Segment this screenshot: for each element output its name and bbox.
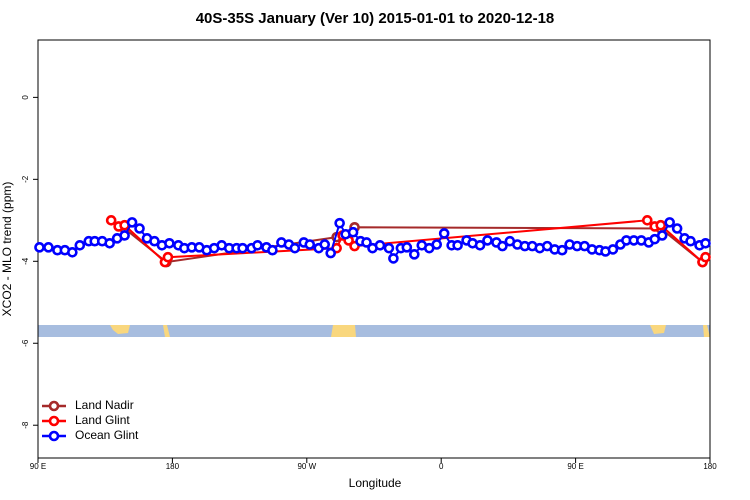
point (325, 247, 336, 259)
point (43, 242, 54, 253)
legend-marker (48, 430, 60, 442)
point (474, 240, 486, 251)
point (655, 219, 667, 231)
point (319, 239, 331, 250)
point (347, 226, 359, 238)
point (162, 251, 174, 263)
point (119, 230, 130, 241)
x-tick-label: 90 E (30, 462, 46, 471)
legend-label: Ocean Glint (75, 428, 139, 442)
x-tick-label: 180 (166, 462, 180, 471)
legend-marker (48, 400, 60, 412)
x-tick-label: 180 (703, 462, 717, 471)
land-blob (163, 325, 170, 337)
series (34, 217, 711, 264)
y-tick-label: -4 (21, 257, 30, 265)
point (361, 237, 372, 248)
point (164, 237, 175, 249)
point (497, 240, 508, 252)
point (685, 235, 696, 247)
legend-label: Land Nadir (75, 398, 134, 412)
x-axis-title: Longitude (349, 476, 402, 490)
point (482, 235, 493, 246)
point (134, 223, 145, 234)
y-tick-label: -2 (21, 175, 30, 183)
point (452, 240, 463, 251)
point (34, 242, 45, 253)
y-tick-label: 0 (21, 95, 30, 100)
land-blob (703, 325, 710, 337)
point (671, 223, 683, 234)
x-tick-label: 0 (439, 462, 444, 471)
point (149, 235, 160, 247)
point (105, 215, 117, 226)
legend-label: Land Glint (75, 413, 130, 427)
ocean-band (38, 325, 710, 337)
point (409, 249, 420, 260)
land-blob (331, 325, 356, 337)
point (104, 237, 115, 249)
point (700, 237, 711, 249)
point (431, 239, 443, 250)
point (252, 240, 263, 251)
point (74, 240, 86, 251)
x-tick-label: 90 E (567, 462, 583, 471)
point (334, 217, 345, 229)
point (289, 242, 301, 254)
land-blob (650, 325, 666, 334)
point (126, 217, 138, 228)
point (304, 239, 316, 250)
chart-title: 40S-35S January (Ver 10) 2015-01-01 to 2… (196, 10, 555, 27)
point (374, 240, 386, 251)
point (67, 246, 78, 258)
x-tick-label: 90 W (297, 462, 316, 471)
point (237, 242, 248, 254)
legend-marker (48, 415, 60, 427)
point (607, 244, 619, 255)
y-axis-title: XCO2 - MLO trend (ppm) (0, 182, 14, 317)
land-strip (38, 325, 710, 337)
point (700, 251, 711, 263)
point (438, 228, 450, 239)
point (656, 230, 668, 241)
point (556, 244, 568, 256)
y-tick-label: -6 (21, 339, 30, 347)
point (267, 244, 278, 256)
y-tick-label: -8 (21, 421, 30, 429)
point (401, 242, 413, 253)
point (383, 242, 395, 254)
point (664, 217, 675, 228)
land-blob (110, 325, 130, 334)
point (388, 253, 399, 264)
point (641, 215, 653, 226)
